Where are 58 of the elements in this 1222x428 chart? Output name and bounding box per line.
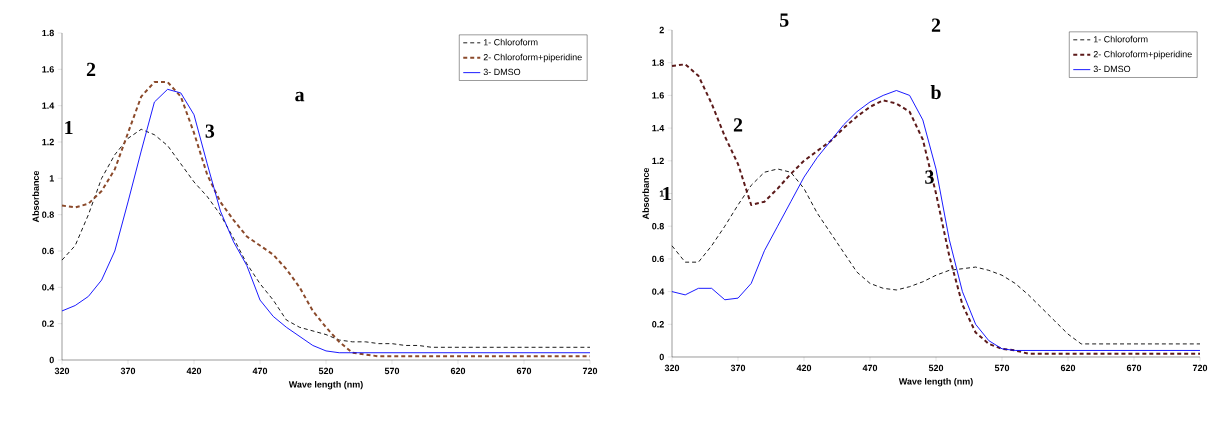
annotation: 2 [931,18,941,32]
x-tick-label: 370 [120,367,136,375]
legend-label: 1- Chloroform [1093,35,1148,43]
y-tick-label: 0.4 [42,284,55,291]
y-tick-label: 1.6 [652,92,664,99]
y-tick-label: 0 [49,356,54,364]
x-tick-label: 470 [862,364,878,372]
x-tick-label: 320 [54,367,70,375]
y-tick-label: 1.2 [42,138,54,146]
text: 5 [780,13,789,27]
x-tick-label: 670 [1126,364,1142,372]
x-tick-label: 420 [796,364,812,372]
x-tick-label: 620 [450,367,466,375]
annotation: 3 [925,170,934,184]
x-axis-title: Wave length (nm) [288,380,363,390]
y-tick-label: 0.2 [42,320,54,327]
legend-label: 1- Chloroform [483,38,538,46]
legend-label: 2- Chloroform+piperidine [1093,50,1192,60]
y-tick-label: 1.4 [652,125,665,132]
legend-label: 2- Chloroform+piperidine [483,53,582,63]
x-tick-label: 620 [1060,364,1076,372]
y-tick-label: 1.4 [42,102,55,109]
x-tick-label: 520 [318,367,334,375]
y-tick-label: 1 [659,190,664,197]
x-tick-label: 320 [664,364,680,372]
annotation: b [930,85,941,100]
x-tick-label: 370 [730,364,746,372]
y-tick-label: 2 [659,26,664,34]
y-tick-label: 0.8 [42,211,54,218]
x-tick-label: 470 [252,367,268,375]
annotation: 2 [86,62,96,76]
y-tick-label: 0.8 [652,223,664,230]
y-axis-title: Absorbance [642,167,649,220]
y-axis-title: Absorbance [32,170,39,223]
y-tick-label: 0.6 [652,255,664,263]
y-tick-label: 0.4 [652,288,665,295]
annotation: a [295,91,305,102]
y-tick-label: 0 [659,353,664,361]
y-tick-label: 1 [49,175,54,182]
x-tick-label: 720 [582,367,598,375]
x-tick-label: 570 [994,364,1010,372]
y-tick-label: 0.6 [42,247,54,255]
x-tick-label: 670 [516,367,532,375]
y-tick-label: 1.8 [652,59,664,66]
annotation: 1 [65,120,73,135]
x-tick-label: 570 [384,367,400,375]
y-tick-label: 1.2 [652,157,664,164]
y-tick-label: 1.8 [42,29,54,37]
legend-label: 3- DMSO [1093,65,1131,73]
x-tick-label: 420 [186,367,202,375]
x-axis-title: Wave length (nm) [898,377,973,387]
y-tick-label: 0.2 [652,321,664,328]
y-tick-label: 1.6 [42,66,54,73]
annotation: 2 [733,118,743,132]
x-tick-label: 720 [1192,364,1208,372]
annotation: 3 [205,124,215,138]
x-tick-label: 520 [928,364,944,372]
legend-label: 3- DMSO [483,68,521,76]
